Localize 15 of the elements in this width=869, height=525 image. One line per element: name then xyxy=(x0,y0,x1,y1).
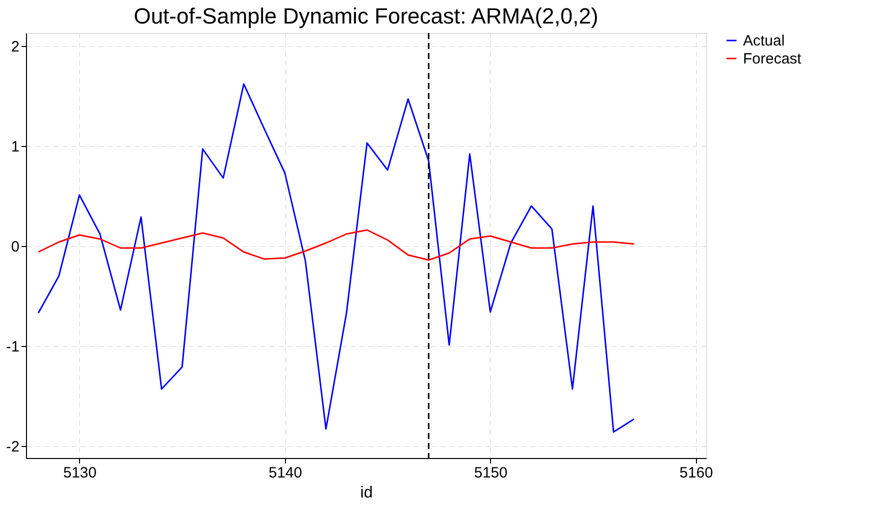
y-tick-label: 1 xyxy=(11,138,20,156)
line-series xyxy=(38,229,635,261)
y-tick-label: 0 xyxy=(11,238,20,256)
x-axis-title: id xyxy=(360,484,373,502)
line-series xyxy=(38,83,635,433)
x-tick-label: 5150 xyxy=(474,464,508,482)
y-tick-label: -1 xyxy=(6,338,20,356)
x-tick-label: 5160 xyxy=(680,464,713,482)
legend-label: Actual xyxy=(743,32,785,50)
x-tick-label: 5140 xyxy=(268,464,302,482)
y-tick-label: 2 xyxy=(11,38,20,56)
x-tick-label: 5130 xyxy=(63,464,97,482)
y-tick-label: -2 xyxy=(6,438,20,456)
legend-label: Forecast xyxy=(743,50,802,68)
chart-title: Out-of-Sample Dynamic Forecast: ARMA(2,0,2) xyxy=(134,3,598,28)
